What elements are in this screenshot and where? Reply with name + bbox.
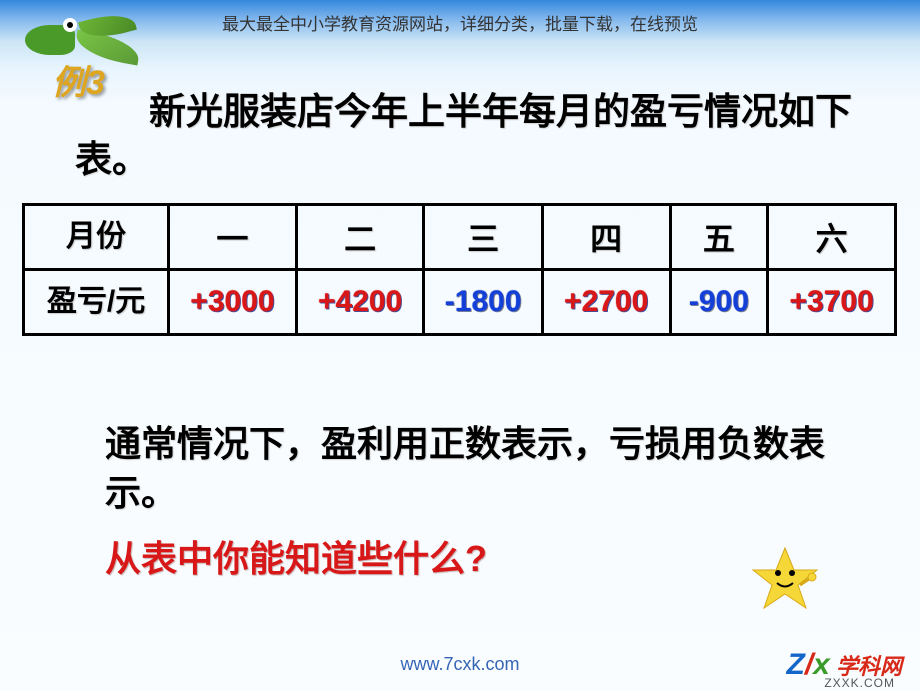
month-header-cell: 月份 [24, 205, 169, 270]
profit-header-cell: 盈亏/元 [24, 270, 169, 335]
value-cell: +4200 [296, 270, 424, 335]
col-month-1: 一 [169, 205, 297, 270]
value-cell: -1800 [424, 270, 542, 335]
value-cell: +2700 [542, 270, 670, 335]
footer-url-link[interactable]: www.7cxk.com [400, 654, 519, 675]
value-cell: +3700 [768, 270, 896, 335]
value-cell: +3000 [169, 270, 297, 335]
explanation-note: 通常情况下，盈利用正数表示，亏损用负数表示。 [105, 420, 825, 517]
table-value-row: 盈亏/元 +3000 +4200 -1800 +2700 -900 +3700 [24, 270, 896, 335]
problem-statement: 新光服装店今年上半年每月的盈亏情况如下表。 [75, 88, 865, 184]
guiding-question: 从表中你能知道些什么? [105, 530, 487, 582]
col-month-4: 四 [542, 205, 670, 270]
caterpillar-decoration [25, 10, 135, 60]
star-mascot-icon [750, 545, 820, 615]
site-logo-subtitle: ZXXK.COM [824, 676, 895, 690]
top-banner-text: 最大最全中小学教育资源网站，详细分类，批量下载，在线预览 [0, 10, 920, 35]
col-month-2: 二 [296, 205, 424, 270]
col-month-3: 三 [424, 205, 542, 270]
value-cell: -900 [670, 270, 768, 335]
profit-loss-table: 月份 一 二 三 四 五 六 盈亏/元 +3000 +4200 -1800 +2… [22, 203, 897, 336]
col-month-6: 六 [768, 205, 896, 270]
col-month-5: 五 [670, 205, 768, 270]
table-header-row: 月份 一 二 三 四 五 六 [24, 205, 896, 270]
